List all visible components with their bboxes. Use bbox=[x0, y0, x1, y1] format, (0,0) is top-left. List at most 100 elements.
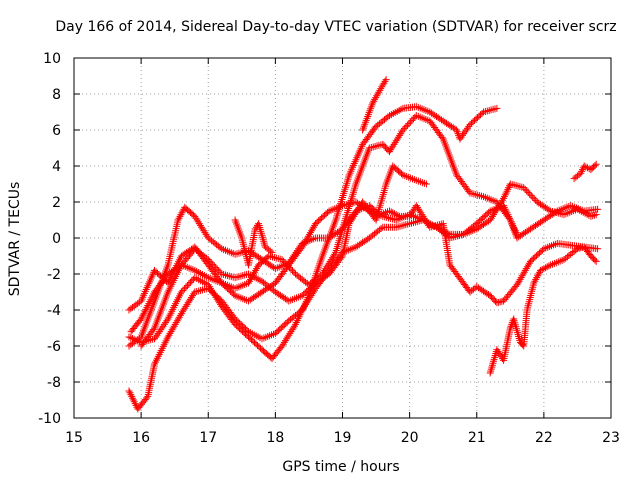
data-point bbox=[171, 320, 179, 328]
data-point bbox=[309, 288, 317, 296]
data-point bbox=[386, 207, 393, 215]
data-point bbox=[524, 188, 532, 196]
data-point bbox=[180, 285, 188, 293]
data-point bbox=[302, 301, 310, 309]
data-point bbox=[591, 256, 599, 264]
data-point bbox=[158, 324, 166, 332]
data-point bbox=[457, 133, 465, 141]
data-point bbox=[523, 263, 531, 271]
data-point bbox=[291, 250, 299, 258]
data-point bbox=[513, 281, 521, 289]
data-point bbox=[284, 262, 292, 270]
data-point bbox=[488, 212, 496, 220]
data-point bbox=[406, 212, 414, 220]
data-point bbox=[287, 265, 295, 273]
data-point bbox=[325, 259, 333, 267]
data-point bbox=[350, 212, 358, 220]
data-point bbox=[184, 299, 192, 307]
data-point bbox=[406, 118, 414, 126]
data-point bbox=[519, 341, 527, 349]
data-point bbox=[391, 210, 398, 218]
series-track-i bbox=[486, 243, 600, 377]
data-point bbox=[375, 88, 383, 96]
data-point bbox=[151, 335, 158, 343]
data-point bbox=[416, 207, 424, 215]
data-point bbox=[394, 133, 402, 141]
data-point bbox=[174, 315, 182, 323]
data-point bbox=[278, 256, 286, 264]
data-point bbox=[175, 214, 183, 222]
data-point bbox=[355, 203, 363, 211]
data-point bbox=[310, 223, 318, 231]
data-point bbox=[531, 277, 539, 285]
data-point bbox=[183, 301, 191, 309]
data-point bbox=[418, 211, 426, 219]
data-point bbox=[487, 214, 495, 222]
data-point bbox=[177, 211, 185, 219]
data-point bbox=[165, 331, 173, 339]
y-tick-label: 4 bbox=[52, 159, 61, 175]
series-track-f bbox=[137, 162, 430, 350]
data-point bbox=[185, 280, 193, 288]
data-point bbox=[198, 223, 205, 231]
data-point bbox=[155, 328, 163, 336]
data-point bbox=[324, 261, 332, 269]
data-point bbox=[386, 148, 393, 156]
data-point bbox=[414, 203, 421, 211]
data-point bbox=[299, 304, 307, 312]
data-point bbox=[157, 326, 165, 334]
data-point bbox=[185, 297, 193, 305]
data-point bbox=[379, 81, 387, 89]
data-point bbox=[391, 139, 399, 147]
data-point bbox=[298, 306, 306, 314]
data-point bbox=[412, 202, 420, 210]
data-point bbox=[415, 205, 423, 213]
data-point bbox=[193, 216, 201, 224]
x-tick-label: 20 bbox=[401, 430, 419, 446]
y-tick-label: 10 bbox=[43, 51, 61, 67]
data-point bbox=[371, 95, 379, 103]
data-point bbox=[397, 130, 405, 138]
data-point bbox=[518, 272, 526, 280]
data-point bbox=[408, 116, 416, 124]
data-point bbox=[377, 225, 385, 232]
y-tick-label: 2 bbox=[52, 195, 61, 211]
data-point bbox=[177, 310, 185, 318]
data-point bbox=[129, 396, 137, 404]
data-point bbox=[279, 340, 287, 348]
data-point bbox=[306, 230, 313, 238]
data-point bbox=[216, 243, 224, 251]
data-point bbox=[181, 304, 189, 312]
series-track-h bbox=[231, 216, 276, 269]
data-point bbox=[337, 254, 345, 262]
data-point bbox=[127, 334, 135, 342]
x-tick-label: 23 bbox=[602, 430, 620, 446]
data-point bbox=[521, 266, 529, 274]
data-point bbox=[384, 113, 392, 121]
data-point bbox=[252, 266, 260, 274]
data-point bbox=[577, 169, 585, 177]
data-point bbox=[304, 297, 312, 305]
data-point bbox=[369, 99, 377, 107]
data-point bbox=[377, 85, 385, 93]
data-point bbox=[417, 209, 425, 217]
data-point bbox=[535, 270, 543, 278]
data-point bbox=[280, 338, 288, 346]
data-point bbox=[526, 190, 534, 198]
data-point bbox=[296, 243, 304, 251]
data-point bbox=[173, 317, 181, 325]
data-point bbox=[188, 293, 195, 301]
data-point bbox=[176, 212, 184, 220]
data-point bbox=[178, 209, 186, 217]
data-point bbox=[510, 223, 518, 231]
data-point bbox=[286, 264, 293, 272]
data-point bbox=[529, 193, 537, 201]
data-point bbox=[530, 279, 538, 287]
data-point bbox=[538, 266, 546, 273]
series-track-c bbox=[125, 202, 602, 350]
data-point bbox=[168, 326, 176, 334]
data-point bbox=[464, 124, 471, 132]
data-point bbox=[286, 257, 294, 265]
data-point bbox=[387, 208, 395, 216]
data-point bbox=[309, 225, 317, 233]
